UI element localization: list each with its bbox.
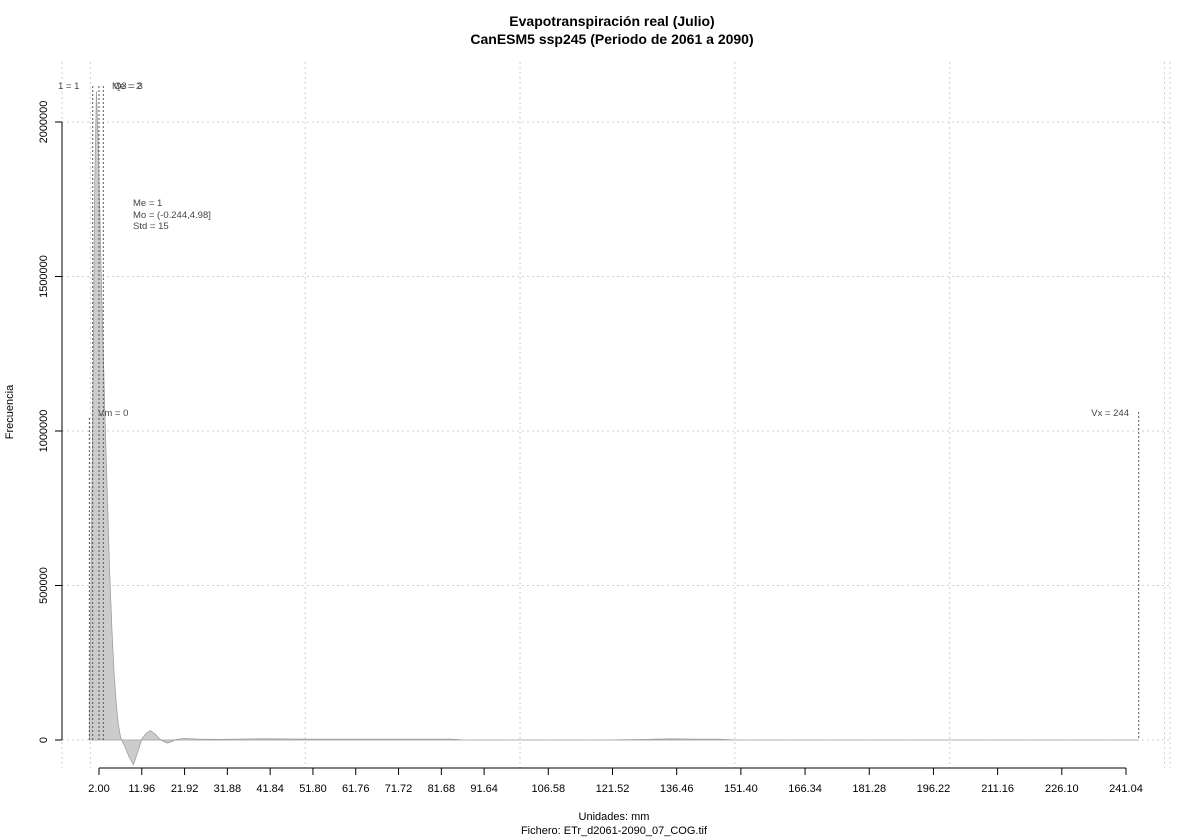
y-tick-label: 1500000: [38, 255, 50, 298]
grid-lines: [61, 62, 1171, 768]
y-tick-label: 0: [38, 737, 50, 743]
axes: 0 500000 1000000 1500000 2000000 2.00 11.96 21.…: [38, 101, 1143, 795]
stat-mode-label: Mo = (-0.244,4.98]: [133, 210, 211, 221]
x-tick-label: 106.58: [531, 783, 565, 795]
y-tick-label: 2000000: [38, 101, 50, 144]
x-tick-label: 91.64: [470, 783, 498, 795]
x-tick-label: 21.92: [171, 783, 199, 795]
x-tick-label: 121.52: [596, 783, 630, 795]
stat-mean-label: Me = 1: [133, 198, 162, 209]
x-tick-label: 166.34: [788, 783, 822, 795]
q3-label: Q3 = 3: [114, 81, 143, 92]
y-tick-label: 1000000: [38, 410, 50, 453]
x-tick-label: 81.68: [428, 783, 456, 795]
stat-marker-lines: [88, 86, 1140, 740]
vmin-label: Vm = 0: [98, 408, 128, 419]
x-tick-label: 151.40: [724, 783, 758, 795]
y-axis-label: Frecuencia: [4, 384, 16, 439]
x-tick-label: 31.88: [214, 783, 242, 795]
x-tick-label: 41.84: [256, 783, 284, 795]
q1-label: 1 = 1: [58, 81, 79, 92]
frequency-area: [89, 91, 1139, 766]
x-tick-label: 61.76: [342, 783, 370, 795]
x-tick-label: 11.96: [128, 783, 155, 795]
median-label: Me = 2: [112, 81, 141, 92]
x-tick-label: 226.10: [1045, 783, 1079, 795]
stat-std-label: Std = 15: [133, 221, 169, 232]
chart-subtitle: CanESM5 ssp245 (Periodo de 2061 a 2090): [470, 31, 753, 47]
x-tick-label: 196.22: [917, 783, 951, 795]
x-tick-label: 51.80: [299, 783, 327, 795]
y-tick-label: 500000: [38, 567, 50, 604]
x-tick-label: 241.04: [1109, 783, 1143, 795]
x-tick-label: 181.28: [852, 783, 886, 795]
caption: Fichero: ETr_d2061-2090_07_COG.tif: [521, 825, 708, 837]
vmax-label: Vx = 244: [1091, 408, 1129, 419]
x-tick-label: 71.72: [385, 783, 413, 795]
x-tick-label: 136.46: [660, 783, 694, 795]
x-axis-label: Unidades: mm: [579, 811, 650, 823]
chart-title: Evapotranspiración real (Julio): [509, 13, 714, 29]
x-tick-label: 211.16: [981, 783, 1014, 795]
x-tick-label: 2.00: [88, 783, 109, 795]
frequency-polygon: [89, 91, 1139, 766]
